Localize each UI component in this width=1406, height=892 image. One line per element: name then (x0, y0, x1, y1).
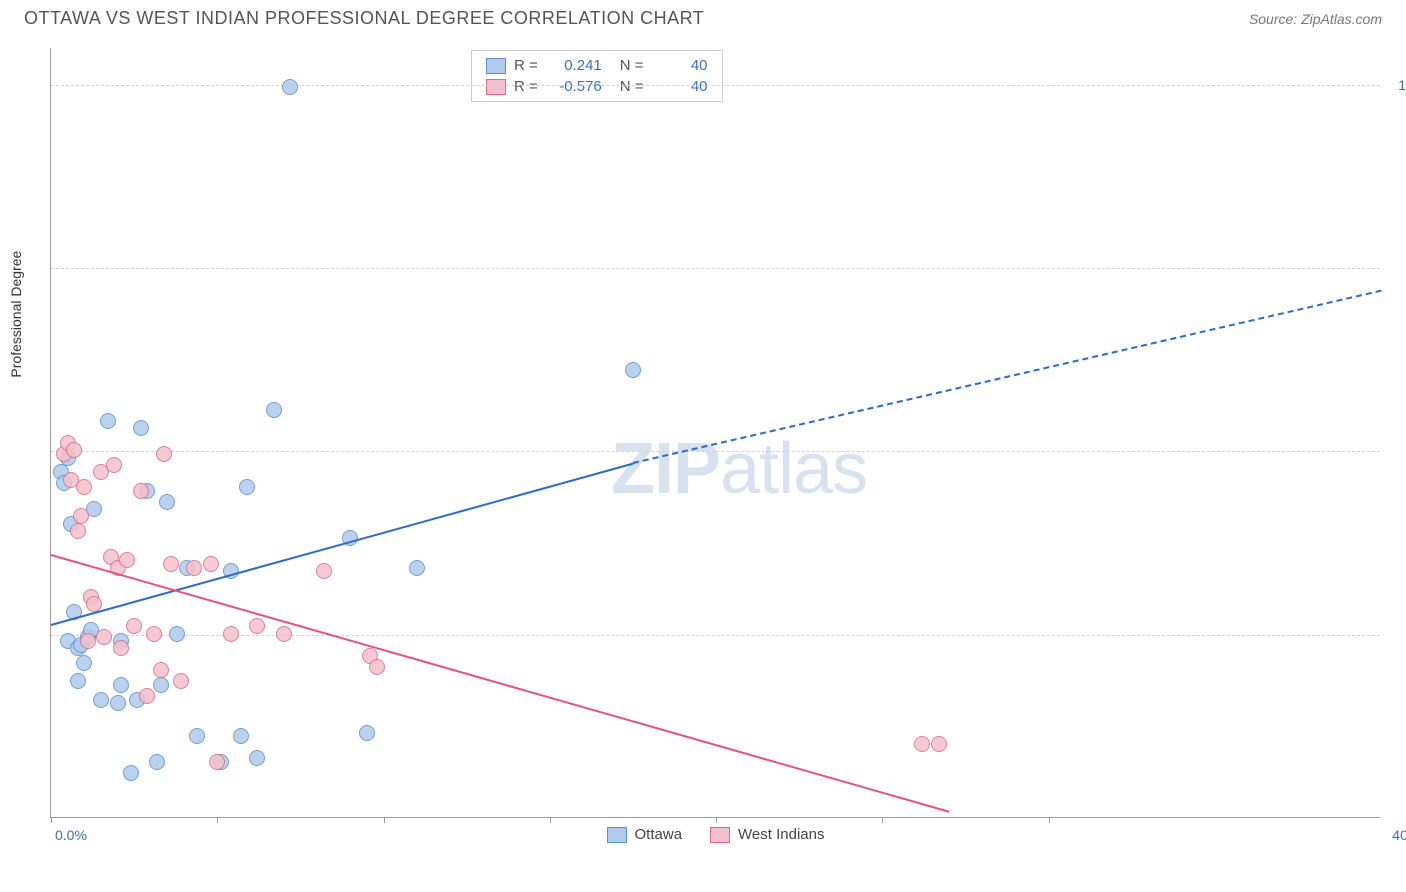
scatter-point (223, 626, 239, 642)
legend-n-value: 40 (652, 78, 708, 95)
scatter-point (123, 765, 139, 781)
scatter-point (156, 446, 172, 462)
gridline (51, 268, 1380, 269)
scatter-point (209, 754, 225, 770)
gridline (51, 635, 1380, 636)
scatter-point (316, 563, 332, 579)
scatter-point (276, 626, 292, 642)
scatter-point (133, 483, 149, 499)
scatter-point (914, 736, 930, 752)
plot-region: ZIPatlas R =0.241N =40R =-0.576N =40 Ott… (50, 48, 1380, 818)
x-axis-min-label: 0.0% (55, 827, 87, 843)
scatter-point (189, 728, 205, 744)
scatter-point (146, 626, 162, 642)
scatter-point (86, 596, 102, 612)
scatter-point (70, 673, 86, 689)
legend-row: R = -0.576 N = 40 (486, 76, 708, 97)
series-legend-item: West Indians (710, 826, 824, 843)
scatter-point (203, 556, 219, 572)
gridline (51, 85, 1380, 86)
scatter-point (76, 479, 92, 495)
scatter-point (113, 677, 129, 693)
series-label: West Indians (738, 826, 824, 843)
scatter-point (119, 552, 135, 568)
x-tick (384, 817, 385, 823)
watermark: ZIPatlas (611, 428, 867, 510)
legend-n-label: N = (620, 57, 644, 74)
legend-swatch (486, 58, 506, 74)
scatter-point (106, 457, 122, 473)
scatter-point (133, 420, 149, 436)
legend-swatch (710, 827, 730, 843)
scatter-point (249, 750, 265, 766)
scatter-point (126, 618, 142, 634)
legend-r-value: 0.241 (546, 57, 602, 74)
scatter-point (233, 728, 249, 744)
scatter-point (70, 523, 86, 539)
scatter-point (266, 402, 282, 418)
scatter-point (153, 662, 169, 678)
scatter-point (359, 725, 375, 741)
gridline (51, 451, 1380, 452)
series-label: Ottawa (635, 826, 683, 843)
legend-r-label: R = (514, 57, 538, 74)
series-legend: Ottawa West Indians (607, 826, 825, 843)
scatter-point (931, 736, 947, 752)
legend-row: R = 0.241 N = 40 (486, 55, 708, 76)
x-axis-max-label: 40.0% (1392, 827, 1406, 843)
legend-r-value: -0.576 (546, 78, 602, 95)
scatter-point (282, 79, 298, 95)
x-tick (217, 817, 218, 823)
scatter-point (80, 633, 96, 649)
scatter-point (173, 673, 189, 689)
scatter-point (159, 494, 175, 510)
scatter-point (139, 688, 155, 704)
scatter-point (149, 754, 165, 770)
scatter-point (153, 677, 169, 693)
scatter-point (409, 560, 425, 576)
scatter-point (113, 640, 129, 656)
scatter-point (249, 618, 265, 634)
source-label: Source: ZipAtlas.com (1249, 11, 1382, 27)
chart-title: OTTAWA VS WEST INDIAN PROFESSIONAL DEGRE… (24, 8, 704, 29)
scatter-point (93, 692, 109, 708)
x-tick (1049, 817, 1050, 823)
scatter-point (239, 479, 255, 495)
scatter-point (76, 655, 92, 671)
legend-swatch (486, 79, 506, 95)
scatter-point (163, 556, 179, 572)
y-tick-label: 10.0% (1398, 77, 1406, 93)
scatter-point (96, 629, 112, 645)
x-tick (882, 817, 883, 823)
scatter-point (369, 659, 385, 675)
scatter-point (66, 442, 82, 458)
legend-r-label: R = (514, 78, 538, 95)
scatter-point (73, 508, 89, 524)
scatter-point (110, 695, 126, 711)
x-tick (51, 817, 52, 823)
correlation-legend: R = 0.241 N = 40 R = -0.576 N = 40 (471, 50, 723, 102)
scatter-point (100, 413, 116, 429)
series-legend-item: Ottawa (607, 826, 683, 843)
x-tick (716, 817, 717, 823)
scatter-point (169, 626, 185, 642)
y-axis-label: Professional Degree (8, 251, 24, 378)
trend-line (633, 290, 1382, 464)
legend-n-value: 40 (652, 57, 708, 74)
legend-swatch (607, 827, 627, 843)
legend-n-label: N = (620, 78, 644, 95)
chart-area: Professional Degree ZIPatlas R =0.241N =… (50, 48, 1380, 818)
x-tick (550, 817, 551, 823)
scatter-point (625, 362, 641, 378)
scatter-point (186, 560, 202, 576)
